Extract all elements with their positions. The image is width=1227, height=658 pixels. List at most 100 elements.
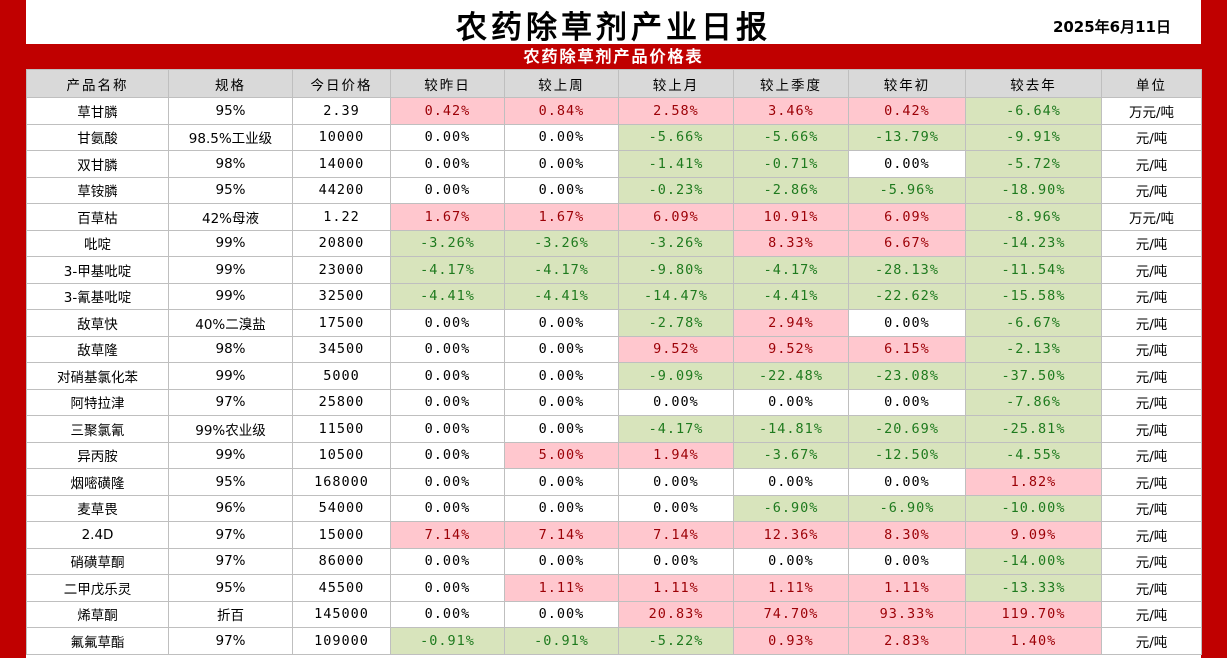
spec-cell: 99% [168,229,293,257]
vs-year-start-cell: -20.69% [848,415,966,443]
vs-year-start-cell: 0.00% [848,468,966,496]
table-body: 草甘膦 95% 2.39 0.42% 0.84% 2.58% 3.46% 0.42% -6.64… [26,97,1202,655]
table-row: 烟嘧磺隆 95% 168000 0.00% 0.00% 0.00% 0.00% 0.00% 1.… [26,468,1202,496]
col-header-vs-yesterday: 较昨日 [390,69,505,98]
table-row: 二甲戊乐灵 95% 45500 0.00% 1.11% 1.11% 1.11% 1.11% -1… [26,574,1202,602]
vs-yesterday-cell: 0.00% [390,600,505,628]
col-header-unit: 单位 [1101,69,1202,98]
product-name-cell: 烟嘧磺隆 [26,468,169,496]
vs-last-quarter-cell: -2.86% [733,176,849,204]
product-name-cell: 三聚氯氰 [26,415,169,443]
unit-cell: 元/吨 [1101,309,1202,337]
vs-last-month-cell: -4.17% [618,415,734,443]
vs-last-week-cell: 7.14% [504,521,619,549]
vs-last-quarter-cell: 8.33% [733,229,849,257]
vs-last-week-cell: 1.11% [504,574,619,602]
vs-last-week-cell: 0.00% [504,362,619,390]
vs-year-start-cell: 1.11% [848,574,966,602]
vs-last-quarter-cell: -22.48% [733,362,849,390]
col-header-vs-last-month: 较上月 [618,69,734,98]
vs-yesterday-cell: 0.00% [390,150,505,178]
col-header-price: 今日价格 [292,69,391,98]
spec-cell: 95% [168,176,293,204]
spec-cell: 99% [168,441,293,469]
vs-last-quarter-cell: -4.41% [733,282,849,310]
spec-cell: 98% [168,335,293,363]
vs-year-start-cell: 0.00% [848,309,966,337]
table-row: 阿特拉津 97% 25800 0.00% 0.00% 0.00% 0.00% 0.00% -7.… [26,388,1202,416]
vs-year-start-cell: -13.79% [848,123,966,151]
spec-cell: 99% [168,282,293,310]
product-name-cell: 二甲戊乐灵 [26,574,169,602]
vs-last-week-cell: 0.00% [504,494,619,522]
vs-last-month-cell: 1.11% [618,574,734,602]
vs-last-quarter-cell: 10.91% [733,203,849,231]
price-cell: 10500 [292,441,391,469]
price-cell: 11500 [292,415,391,443]
table-row: 敌草隆 98% 34500 0.00% 0.00% 9.52% 9.52% 6.15% -2.1… [26,335,1202,363]
spec-cell: 折百 [168,600,293,628]
vs-yesterday-cell: 0.00% [390,335,505,363]
vs-year-start-cell: -28.13% [848,256,966,284]
unit-cell: 元/吨 [1101,600,1202,628]
table-row: 麦草畏 96% 54000 0.00% 0.00% 0.00% -6.90% -6.90% -1… [26,494,1202,522]
vs-yesterday-cell: 7.14% [390,521,505,549]
product-name-cell: 敌草隆 [26,335,169,363]
product-name-cell: 双甘膦 [26,150,169,178]
table-row: 双甘膦 98% 14000 0.00% 0.00% -1.41% -0.71% 0.00% -5… [26,150,1202,178]
vs-last-year-cell: -5.72% [965,150,1102,178]
vs-last-week-cell: 0.00% [504,309,619,337]
vs-last-year-cell: 1.82% [965,468,1102,496]
product-name-cell: 异丙胺 [26,441,169,469]
table-row: 草铵膦 95% 44200 0.00% 0.00% -0.23% -2.86% -5.96% -… [26,176,1202,204]
price-cell: 1.22 [292,203,391,231]
price-cell: 23000 [292,256,391,284]
vs-last-quarter-cell: -6.90% [733,494,849,522]
vs-last-quarter-cell: -3.67% [733,441,849,469]
col-header-vs-last-year: 较去年 [965,69,1102,98]
price-cell: 34500 [292,335,391,363]
page-title: 农药除草剂产业日报 [456,10,771,46]
col-header-spec: 规格 [168,69,293,98]
vs-last-year-cell: -9.91% [965,123,1102,151]
table-row: 敌草快 40%二溴盐 17500 0.00% 0.00% -2.78% 2.94% 0.00%… [26,309,1202,337]
product-name-cell: 百草枯 [26,203,169,231]
unit-cell: 元/吨 [1101,574,1202,602]
product-name-cell: 敌草快 [26,309,169,337]
vs-yesterday-cell: 0.00% [390,441,505,469]
table-row: 百草枯 42%母液 1.22 1.67% 1.67% 6.09% 10.91% 6.09% -8… [26,203,1202,231]
price-cell: 86000 [292,547,391,575]
unit-cell: 元/吨 [1101,362,1202,390]
vs-yesterday-cell: -0.91% [390,627,505,655]
vs-last-year-cell: -6.64% [965,97,1102,125]
table-header-row: 产品名称 规格 今日价格 较昨日 较上周 较上月 较上季度 较年初 较去年 单位 [26,69,1202,98]
table-row: 异丙胺 99% 10500 0.00% 5.00% 1.94% -3.67% -12.50% -… [26,441,1202,469]
unit-cell: 元/吨 [1101,441,1202,469]
vs-last-quarter-cell: 0.93% [733,627,849,655]
vs-last-year-cell: -10.00% [965,494,1102,522]
vs-year-start-cell: 0.00% [848,547,966,575]
vs-last-month-cell: 9.52% [618,335,734,363]
spec-cell: 95% [168,468,293,496]
unit-cell: 元/吨 [1101,282,1202,310]
vs-last-month-cell: 7.14% [618,521,734,549]
spec-cell: 98% [168,150,293,178]
vs-yesterday-cell: 0.00% [390,309,505,337]
vs-last-year-cell: -25.81% [965,415,1102,443]
vs-last-year-cell: -4.55% [965,441,1102,469]
vs-year-start-cell: -22.62% [848,282,966,310]
vs-last-year-cell: -11.54% [965,256,1102,284]
vs-last-week-cell: -0.91% [504,627,619,655]
price-cell: 45500 [292,574,391,602]
price-cell: 32500 [292,282,391,310]
vs-year-start-cell: 6.15% [848,335,966,363]
price-cell: 145000 [292,600,391,628]
product-name-cell: 对硝基氯化苯 [26,362,169,390]
vs-last-month-cell: -3.26% [618,229,734,257]
product-name-cell: 3-甲基吡啶 [26,256,169,284]
spec-cell: 99% [168,362,293,390]
vs-last-month-cell: 0.00% [618,468,734,496]
vs-last-quarter-cell: 74.70% [733,600,849,628]
vs-last-year-cell: -18.90% [965,176,1102,204]
vs-last-quarter-cell: -14.81% [733,415,849,443]
